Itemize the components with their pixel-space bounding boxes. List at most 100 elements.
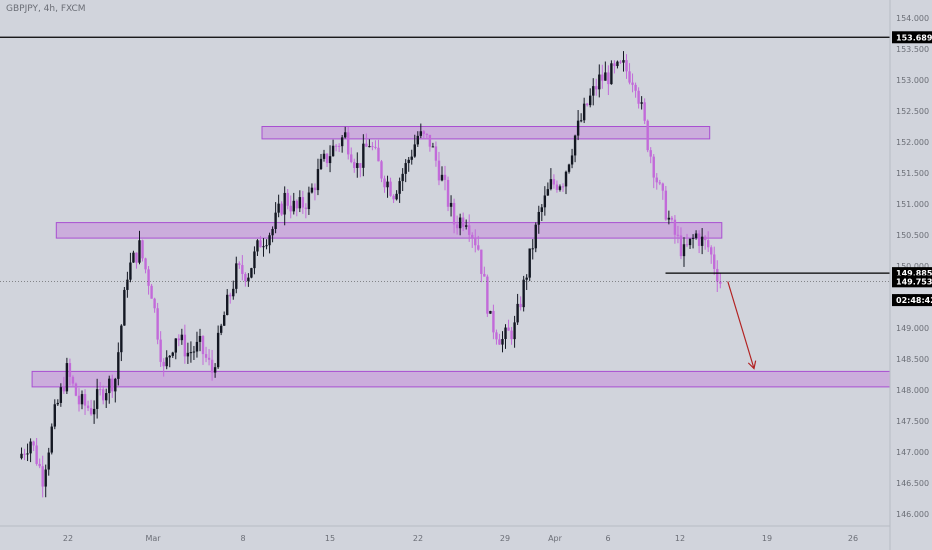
candle bbox=[694, 230, 698, 240]
candle bbox=[613, 60, 616, 74]
candle bbox=[301, 190, 305, 214]
candle bbox=[247, 273, 250, 287]
candle bbox=[207, 349, 211, 366]
candle bbox=[413, 134, 416, 158]
y-tick-label: 154.000 bbox=[896, 14, 929, 23]
candle bbox=[138, 230, 141, 265]
candle bbox=[555, 180, 559, 193]
candle bbox=[153, 297, 156, 313]
candle bbox=[452, 198, 456, 234]
candle bbox=[147, 266, 150, 295]
candle bbox=[174, 338, 177, 360]
candle bbox=[564, 170, 568, 195]
y-tick-label: 152.500 bbox=[896, 107, 929, 116]
candle bbox=[168, 354, 171, 368]
y-tick-label: 152.000 bbox=[896, 138, 929, 147]
svg-text:153.689: 153.689 bbox=[896, 33, 932, 42]
candle bbox=[700, 228, 704, 255]
candle bbox=[195, 331, 199, 358]
candle bbox=[29, 438, 32, 463]
zone-3[interactable] bbox=[31, 370, 891, 388]
y-tick-label: 151.500 bbox=[896, 169, 929, 178]
horizontal-lines bbox=[0, 36, 890, 282]
projection-arrow[interactable] bbox=[727, 281, 755, 369]
candle bbox=[419, 123, 423, 139]
candle bbox=[111, 374, 114, 398]
candle bbox=[44, 464, 47, 498]
candle bbox=[165, 350, 168, 370]
candle bbox=[304, 203, 308, 219]
x-tick-label: Mar bbox=[145, 534, 161, 543]
candle bbox=[226, 289, 229, 316]
candle bbox=[540, 204, 544, 222]
candle bbox=[522, 275, 525, 312]
candle bbox=[404, 159, 407, 183]
x-tick-label: 15 bbox=[325, 534, 335, 543]
candle bbox=[108, 375, 111, 404]
candle bbox=[189, 341, 193, 363]
candle bbox=[461, 212, 465, 232]
candle bbox=[546, 182, 550, 196]
candle bbox=[141, 239, 144, 262]
candle bbox=[89, 399, 93, 416]
time-axis: 22 Mar 8 15 22 29 Apr 6 12 19 26 bbox=[0, 525, 890, 543]
x-tick-label: Apr bbox=[548, 534, 563, 543]
candle bbox=[123, 286, 126, 326]
x-tick-label: 12 bbox=[675, 534, 685, 543]
y-tick-label: 150.000 bbox=[896, 262, 929, 271]
zone-1[interactable] bbox=[261, 126, 711, 140]
candle bbox=[640, 96, 643, 110]
candle bbox=[198, 328, 202, 352]
candle bbox=[474, 229, 477, 253]
candle bbox=[710, 245, 713, 264]
candle bbox=[186, 342, 190, 364]
candle bbox=[135, 252, 138, 269]
candle bbox=[706, 231, 710, 252]
projection-arrow-group bbox=[727, 281, 757, 370]
candle bbox=[95, 378, 99, 419]
x-tick-label: 19 bbox=[762, 534, 772, 543]
candle bbox=[310, 183, 314, 194]
candle bbox=[395, 190, 398, 201]
candle bbox=[210, 349, 214, 381]
arrow-head bbox=[747, 360, 757, 370]
candle bbox=[129, 252, 132, 283]
chart-title: GBPJPY, 4h, FXCM bbox=[6, 4, 86, 14]
candle bbox=[601, 64, 604, 89]
candle bbox=[676, 225, 680, 244]
candle bbox=[576, 110, 580, 141]
candle bbox=[77, 388, 81, 412]
candle bbox=[259, 235, 262, 248]
candle bbox=[643, 98, 646, 125]
candle bbox=[713, 246, 716, 275]
candle bbox=[53, 399, 56, 430]
candle bbox=[201, 335, 205, 365]
x-tick-label: 22 bbox=[63, 534, 73, 543]
candle bbox=[41, 455, 44, 498]
candle bbox=[365, 133, 368, 147]
candle bbox=[219, 323, 223, 336]
candle bbox=[552, 174, 556, 189]
candle bbox=[619, 60, 622, 64]
candle bbox=[664, 185, 668, 221]
candle bbox=[362, 134, 365, 177]
zone-2[interactable] bbox=[55, 222, 723, 239]
candle bbox=[350, 147, 353, 164]
candle bbox=[622, 51, 625, 72]
candle bbox=[68, 358, 72, 386]
y-tick-label: 150.500 bbox=[896, 231, 929, 240]
candle bbox=[159, 331, 162, 367]
candle bbox=[268, 232, 271, 254]
candle bbox=[65, 357, 69, 395]
candle bbox=[498, 333, 501, 345]
candle bbox=[570, 148, 574, 169]
candle bbox=[256, 239, 259, 256]
candle bbox=[262, 238, 265, 257]
candle bbox=[356, 152, 359, 178]
candle bbox=[567, 163, 571, 174]
svg-text:02:48:42: 02:48:42 bbox=[896, 296, 932, 305]
candle bbox=[625, 54, 628, 79]
candle bbox=[519, 296, 522, 311]
